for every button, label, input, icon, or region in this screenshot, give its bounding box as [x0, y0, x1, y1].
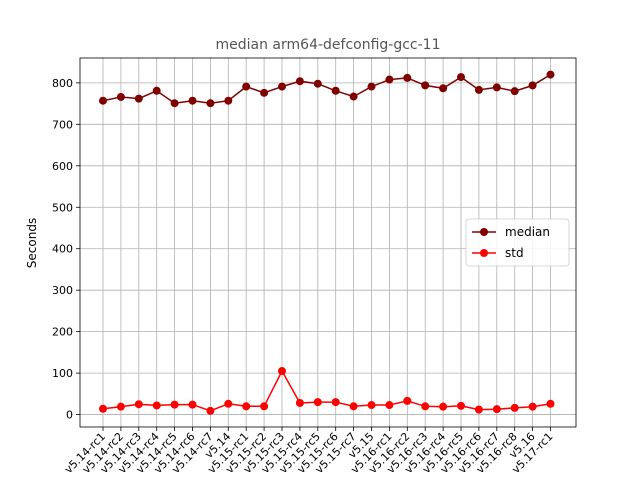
data-point-median — [457, 73, 465, 82]
data-point-std — [313, 398, 322, 407]
data-point-std — [492, 405, 501, 414]
data-point-std — [457, 401, 465, 410]
y-tick-label: 400 — [52, 243, 73, 256]
data-point-std — [403, 396, 412, 405]
data-point-std — [331, 398, 340, 407]
series — [99, 70, 555, 415]
data-point-std — [439, 402, 448, 411]
data-point-std — [188, 400, 197, 409]
data-point-std — [116, 402, 125, 411]
data-point-median — [439, 84, 448, 93]
data-point-std — [349, 402, 358, 411]
data-point-median — [99, 96, 107, 105]
chart-title: median arm64-defconfig-gcc-11 — [216, 37, 441, 53]
data-point-std — [242, 402, 251, 411]
data-point-std — [546, 399, 555, 408]
data-point-std — [134, 400, 143, 409]
series-line-std — [102, 369, 551, 412]
data-point-std — [170, 400, 179, 409]
y-tick-label: 300 — [52, 284, 73, 297]
data-point-median — [242, 82, 251, 91]
data-point-median — [295, 77, 304, 86]
y-tick-label: 700 — [52, 118, 73, 131]
legend-label-std: std — [505, 246, 524, 260]
data-point-median — [421, 81, 430, 90]
y-tick-label: 100 — [52, 367, 73, 380]
y-axis-label: Seconds — [25, 218, 39, 268]
plot-frame — [79, 57, 577, 428]
y-tick-label: 600 — [52, 160, 73, 173]
data-point-median — [474, 85, 483, 94]
data-point-median — [528, 81, 537, 90]
data-point-std — [278, 367, 286, 376]
legend-label-median: median — [505, 225, 550, 239]
data-point-std — [295, 398, 304, 407]
data-point-std — [385, 401, 394, 410]
data-point-median — [385, 75, 394, 84]
data-point-std — [206, 406, 215, 415]
data-point-std — [152, 401, 161, 410]
data-point-median — [134, 94, 143, 103]
data-point-std — [510, 403, 519, 412]
data-point-std — [224, 399, 233, 408]
data-point-median — [349, 92, 358, 101]
data-point-std — [367, 401, 376, 410]
data-point-std — [99, 404, 107, 413]
legend-box — [465, 218, 570, 267]
data-point-median — [206, 99, 215, 108]
y-tick-label: 500 — [52, 201, 73, 214]
y-tick-label: 800 — [52, 77, 73, 90]
data-point-median — [260, 88, 269, 97]
data-point-median — [224, 96, 233, 105]
data-point-std — [474, 405, 483, 414]
data-point-median — [331, 86, 340, 95]
data-point-median — [510, 87, 519, 96]
data-point-median — [367, 82, 376, 91]
data-point-median — [403, 73, 412, 82]
data-point-std — [421, 402, 430, 411]
legend-marker-median — [480, 228, 488, 236]
data-point-median — [492, 83, 501, 92]
axes: 0100200300400500600700800v5.14-rc1v5.14-… — [52, 57, 577, 476]
data-point-std — [260, 402, 269, 411]
data-point-median — [116, 92, 125, 101]
data-point-median — [278, 82, 286, 91]
series-line-median — [102, 73, 551, 104]
data-point-median — [170, 99, 179, 108]
y-tick-label: 200 — [52, 326, 73, 339]
data-point-median — [546, 70, 555, 79]
data-point-median — [152, 86, 161, 95]
legend-marker-std — [480, 249, 488, 257]
data-point-std — [528, 402, 537, 411]
legend[interactable]: median std — [465, 218, 570, 267]
data-point-median — [313, 79, 322, 88]
data-point-median — [188, 96, 197, 105]
y-tick-label: 0 — [66, 409, 73, 422]
